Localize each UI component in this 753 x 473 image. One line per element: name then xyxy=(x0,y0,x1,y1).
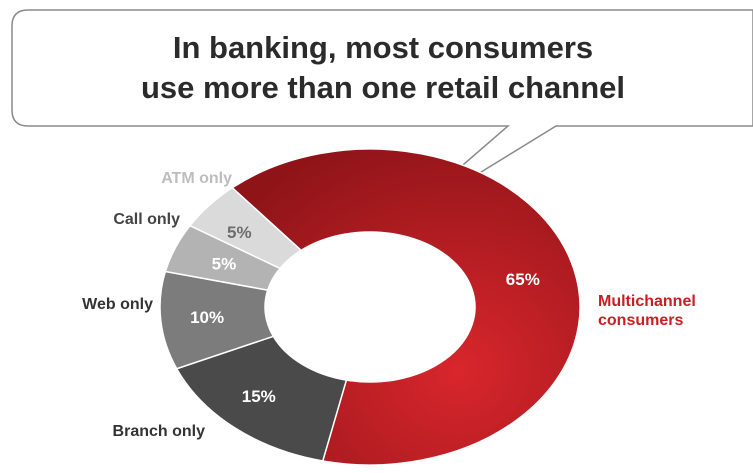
value-label-multichannel-consumers: 65% xyxy=(506,270,540,289)
slice-atm-only xyxy=(188,186,303,270)
slice-multichannel-consumers xyxy=(231,148,581,466)
donut-slices xyxy=(159,148,581,466)
category-labels: Multichannel consumers Branch only Web only… xyxy=(82,170,696,440)
value-label-branch-only: 15% xyxy=(242,387,276,406)
slice-branch-only xyxy=(175,335,348,462)
value-labels: 65% 15% 10% 5% 5% xyxy=(190,223,540,406)
category-label-atm-only: ATM only xyxy=(161,170,232,187)
value-label-atm-only: 5% xyxy=(227,223,252,242)
category-label-call-only: Call only xyxy=(113,211,180,228)
value-label-call-only: 5% xyxy=(212,254,237,273)
value-label-web-only: 10% xyxy=(190,308,224,327)
category-label-web-only: Web only xyxy=(82,296,153,313)
chart-title-line-1: In banking, most consumers xyxy=(173,30,593,65)
category-label-multichannel-consumers: Multichannel consumers xyxy=(598,293,696,329)
category-label-branch-only: Branch only xyxy=(113,423,206,440)
chart-title-line-2: use more than one retail channel xyxy=(141,70,625,105)
